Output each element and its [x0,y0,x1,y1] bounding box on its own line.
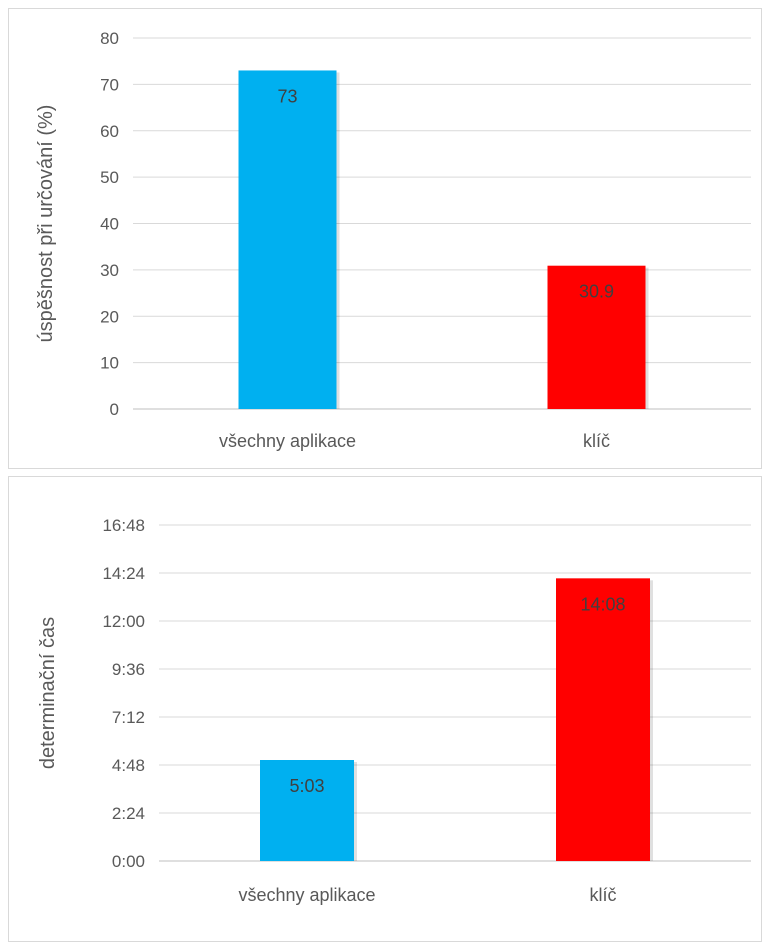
category-label: všechny aplikace [238,885,375,905]
category-label: klíč [583,431,610,451]
y-tick-label: 10 [100,354,119,373]
data-label: 5:03 [289,776,324,796]
bar [556,578,650,861]
y-tick-label: 16:48 [102,516,145,535]
y-tick-label: 7:12 [112,708,145,727]
bar [260,760,354,861]
y-tick-label: 80 [100,29,119,48]
bar [238,70,337,410]
y-axis-title: determinační čas [37,617,59,769]
y-axis-title: úspěšnost při určování (%) [35,105,57,343]
category-label: všechny aplikace [219,431,356,451]
category-label: klíč [590,885,617,905]
bar [547,265,646,409]
y-tick-label: 40 [100,215,119,234]
y-tick-label: 60 [100,122,119,141]
data-label: 73 [277,86,297,106]
y-tick-label: 2:24 [112,804,145,823]
y-tick-label: 9:36 [112,660,145,679]
y-tick-label: 4:48 [112,756,145,775]
chart-success-rate: 0 10 20 30 40 50 60 70 80 73 všechny aplikace 30.9 k… [35,29,751,451]
chart-panel-determination-time: 0:00 2:24 4:48 7:12 9:36 12:00 14:24 16:48 5:03 v… [8,476,762,942]
data-label: 30.9 [579,282,614,302]
y-tick-label: 50 [100,168,119,187]
y-tick-label: 70 [100,75,119,94]
chart-panel-success-rate: 0 10 20 30 40 50 60 70 80 73 všechny aplikace 30.9 k… [8,8,762,469]
y-tick-label: 0:00 [112,852,145,871]
data-label: 14:08 [580,594,625,614]
y-tick-label: 30 [100,261,119,280]
y-tick-label: 14:24 [102,564,145,583]
y-tick-label: 20 [100,307,119,326]
y-tick-label: 12:00 [102,612,145,631]
y-tick-label: 0 [110,400,119,419]
chart-determination-time: 0:00 2:24 4:48 7:12 9:36 12:00 14:24 16:48 5:03 v… [37,516,751,905]
